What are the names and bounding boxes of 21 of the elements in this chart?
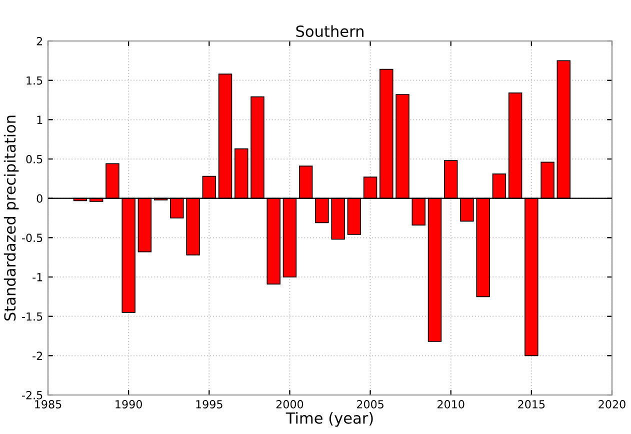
y-axis-title: Standardazed precipitation: [4, 116, 19, 321]
x-tick-label: 1995: [196, 400, 222, 408]
x-tick-label: 2015: [518, 400, 545, 408]
x-tick-label: 2010: [438, 400, 464, 408]
x-tick-label: 2020: [598, 400, 626, 408]
x-tick-label: 1990: [116, 400, 142, 408]
y-tick-label: -1: [32, 273, 42, 282]
y-tick-label: -1.5: [22, 312, 42, 321]
y-tick-label: -2: [32, 352, 42, 360]
y-tick-label: 1.5: [26, 76, 42, 85]
chart-title: Southern: [296, 25, 364, 38]
y-tick-label: 0: [36, 194, 42, 203]
x-axis-title: Time (year): [286, 412, 373, 427]
y-tick-label: 2: [36, 36, 42, 46]
y-tick-label: 0.5: [26, 154, 42, 164]
y-tick-label: -0.5: [22, 234, 42, 242]
x-tick-label: 2000: [276, 400, 304, 408]
y-tick-label: 1: [37, 116, 42, 124]
x-tick-label: 2005: [356, 400, 384, 408]
x-tick-label: 1985: [35, 400, 62, 408]
y-tick-label: -2.5: [22, 390, 42, 400]
